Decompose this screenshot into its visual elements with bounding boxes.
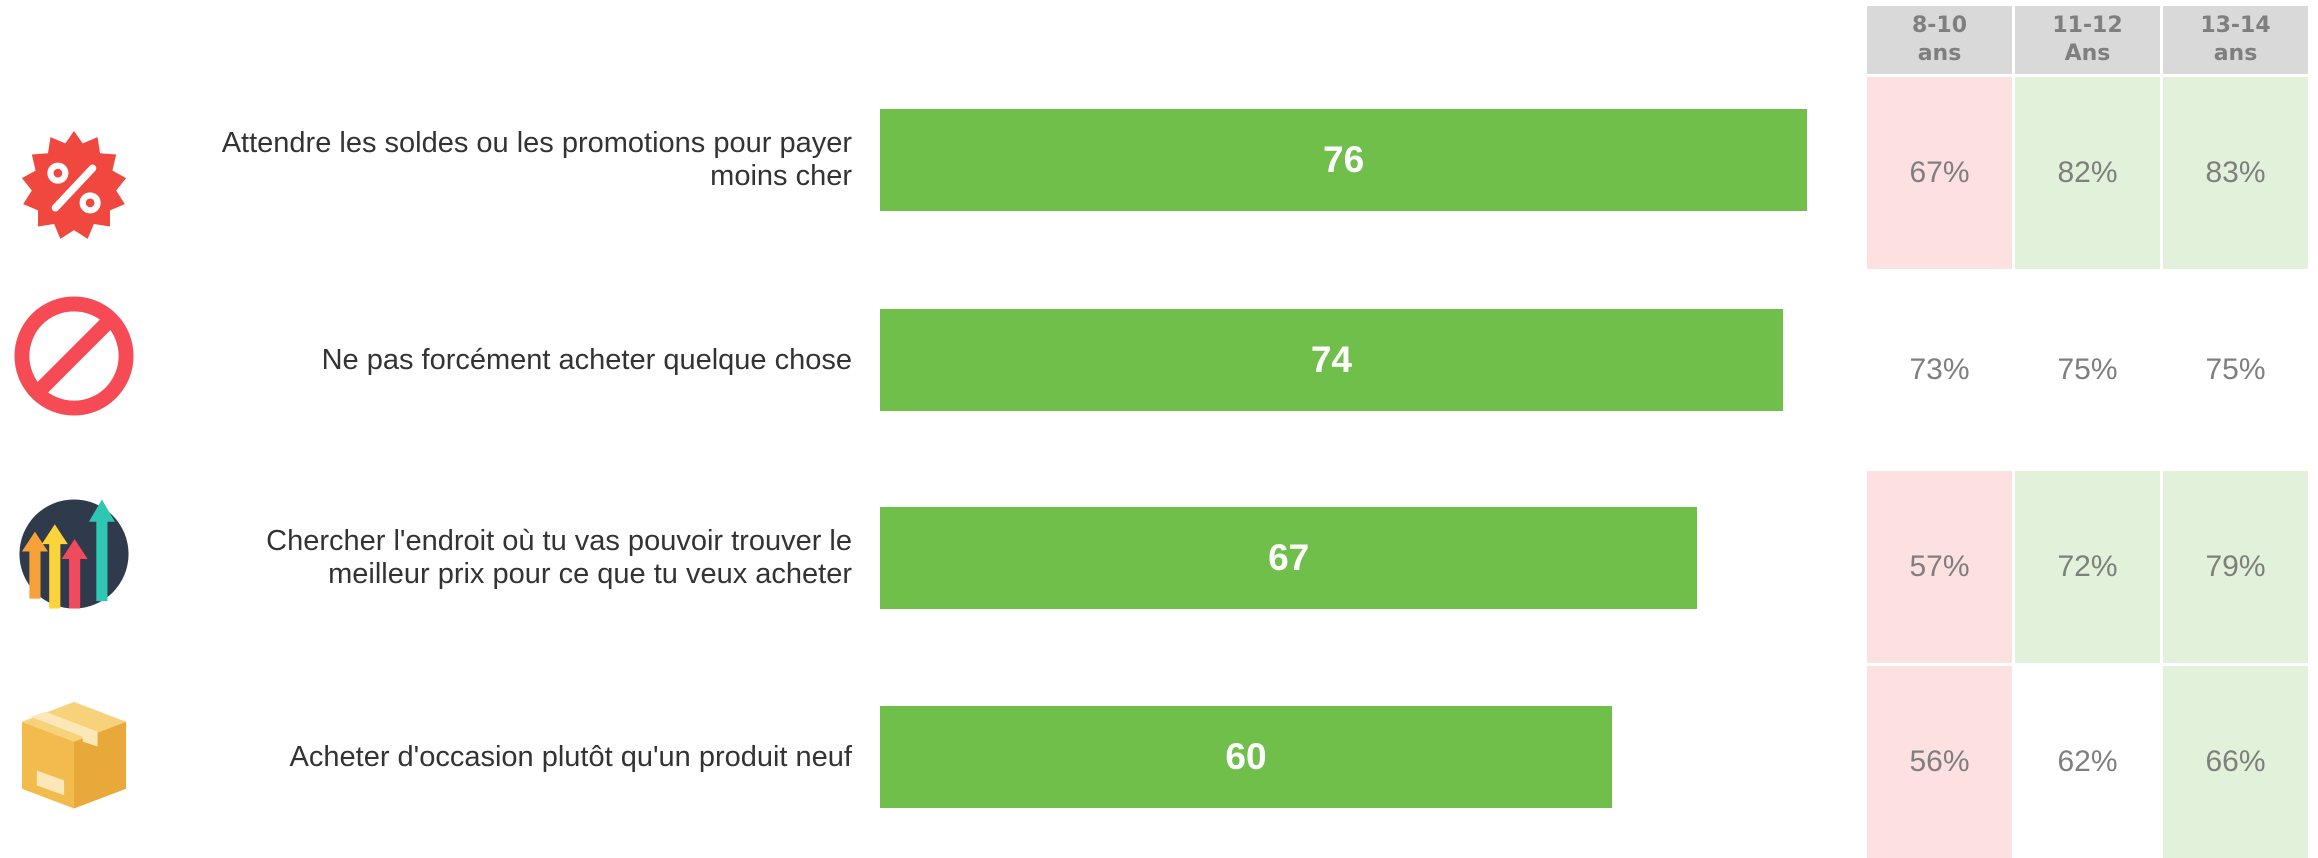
age-cell: 75% (2015, 272, 2160, 468)
header-line: ans (1917, 41, 1962, 66)
age-cell: 56% (1867, 666, 2012, 858)
age-header-13-14: 13-14 ans (2163, 6, 2308, 74)
rising-arrows-icon (19, 499, 129, 609)
category-label: Ne pas forcément acheter quelque chose (321, 343, 852, 376)
header-line: 13-14 (2200, 13, 2271, 38)
age-header-8-10: 8-10 ans (1867, 6, 2012, 74)
age-cell: 79% (2163, 471, 2308, 663)
header-line: Ans (2064, 41, 2111, 66)
bar: 67 (880, 507, 1698, 609)
age-cell: 66% (2163, 666, 2308, 858)
bar-value-label: 60 (1225, 736, 1267, 777)
bar: 76 (880, 109, 1808, 211)
age-cell: 67% (1867, 77, 2012, 269)
age-header-11-12: 11-12 Ans (2015, 6, 2160, 74)
prohibited-icon (14, 296, 134, 416)
age-cell: 73% (1867, 272, 2012, 468)
header-line: 8-10 (1911, 13, 1968, 38)
bar: 74 (880, 309, 1783, 411)
age-cell: 83% (2163, 77, 2308, 269)
header-line: 11-12 (2052, 13, 2123, 38)
age-cell: 82% (2015, 77, 2160, 269)
age-cell: 57% (1867, 471, 2012, 663)
category-label: Acheter d'occasion plutôt qu'un produit … (289, 740, 852, 773)
header-line: ans (2213, 41, 2258, 66)
category-label: Chercher l'endroit où tu vas pouvoir tro… (266, 525, 852, 590)
age-cell: 75% (2163, 272, 2308, 468)
bar-value-label: 67 (1268, 537, 1310, 578)
category-label: Attendre les soldes ou les promotions po… (221, 127, 852, 192)
percent-badge-icon (21, 130, 127, 239)
bar-value-label: 74 (1310, 339, 1352, 380)
cardboard-box-icon (21, 701, 127, 809)
bar-value-label: 76 (1323, 139, 1365, 180)
age-cell: 62% (2015, 666, 2160, 858)
age-cell: 72% (2015, 471, 2160, 663)
bar: 60 (880, 706, 1612, 808)
